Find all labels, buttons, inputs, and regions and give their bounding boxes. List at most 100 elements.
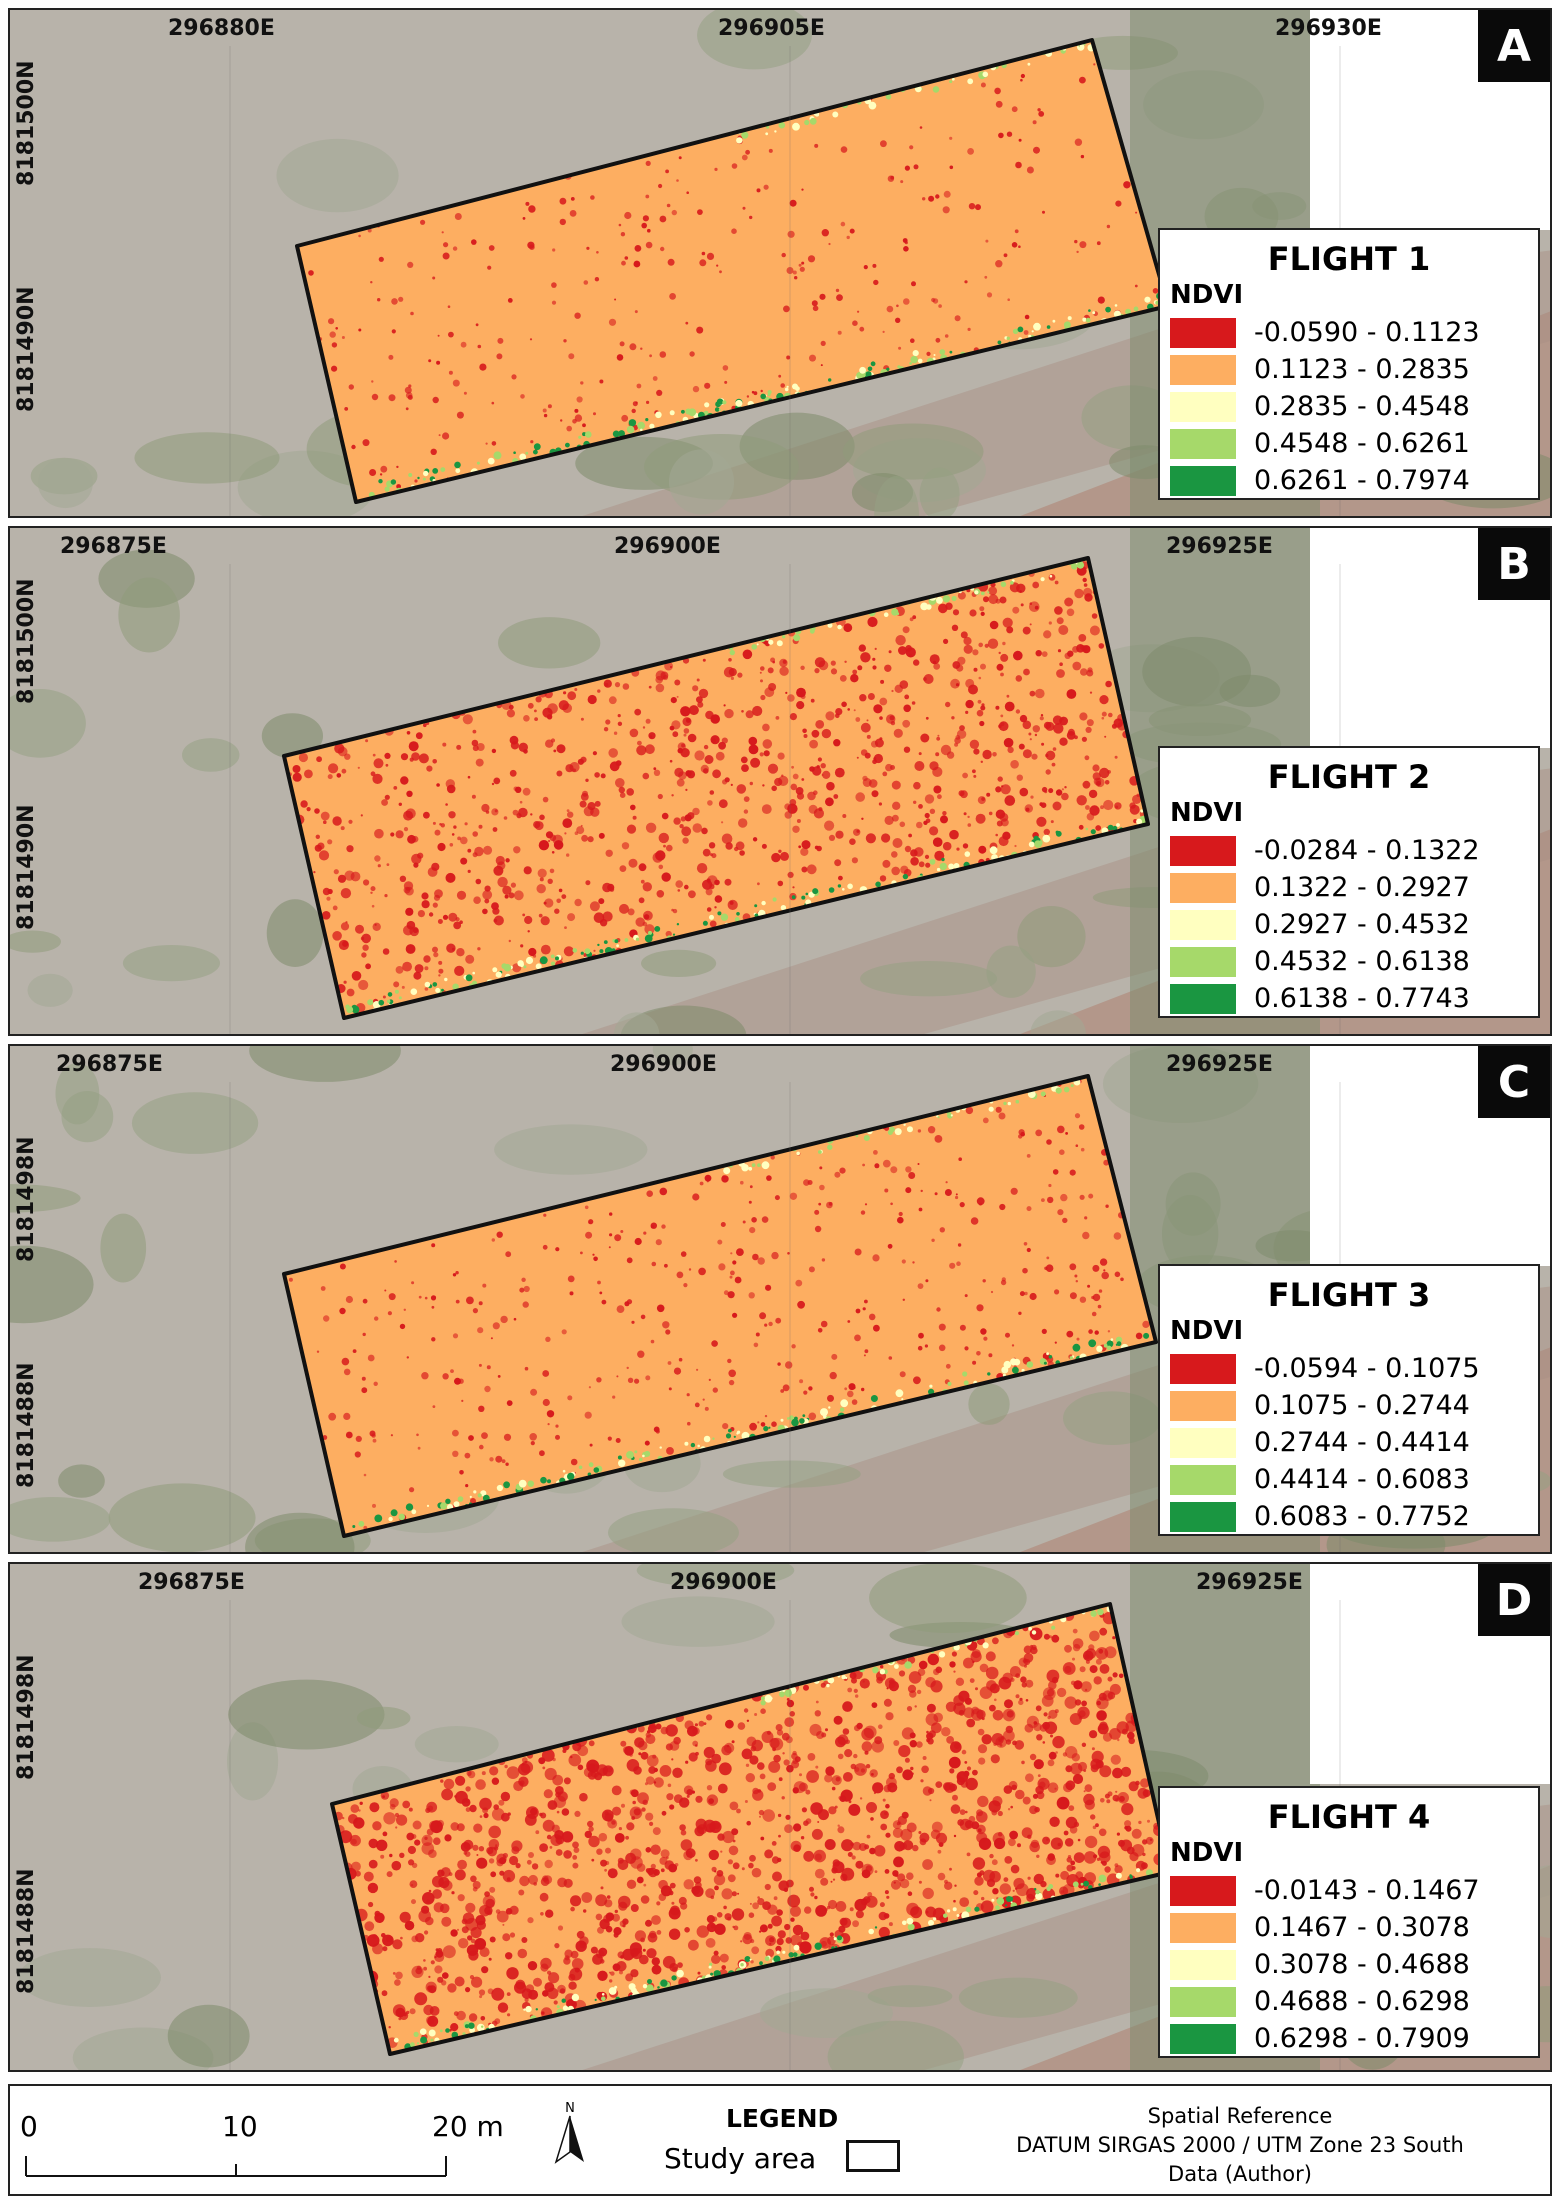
legend-row: 0.1075 - 0.2744 bbox=[1170, 1387, 1528, 1424]
vegetation-patch bbox=[1030, 1010, 1086, 1034]
legend-class-label: 0.4414 - 0.6083 bbox=[1254, 1464, 1470, 1495]
vegetation-patch bbox=[608, 1508, 739, 1552]
vegetation-patch bbox=[58, 1464, 105, 1498]
legend-class-label: 0.4532 - 0.6138 bbox=[1254, 946, 1470, 977]
swatch-yellow bbox=[1170, 391, 1236, 422]
legend-subtitle-b: NDVI bbox=[1170, 798, 1244, 828]
vegetation-patch bbox=[760, 1988, 893, 2038]
legend-row: -0.0143 - 0.1467 bbox=[1170, 1872, 1528, 1909]
vegetation-patch bbox=[182, 738, 240, 772]
spatial-reference-title: Spatial Reference bbox=[1147, 2104, 1333, 2128]
vegetation-patch bbox=[100, 1213, 147, 1283]
study-area-symbol bbox=[846, 2140, 900, 2172]
x-tick-c-2: 296900E bbox=[610, 1052, 717, 1077]
spatial-reference-source: Data (Author) bbox=[1168, 2162, 1312, 2186]
y-tick-d-2: 8181488N bbox=[14, 1868, 39, 1994]
vegetation-patch bbox=[266, 899, 324, 967]
vegetation-patch bbox=[621, 1596, 775, 1647]
y-tick-c-1: 8181498N bbox=[14, 1136, 39, 1262]
vegetation-patch bbox=[10, 930, 61, 953]
swatch-dark-green bbox=[1170, 2023, 1236, 2054]
footer-legend-heading: LEGEND bbox=[726, 2104, 839, 2133]
vegetation-patch bbox=[122, 945, 221, 982]
vegetation-patch bbox=[37, 458, 93, 509]
scale-label-20: 20 m bbox=[432, 2110, 504, 2143]
legend-row: 0.3078 - 0.4688 bbox=[1170, 1946, 1528, 1983]
legend-row: 0.4414 - 0.6083 bbox=[1170, 1461, 1528, 1498]
legend-row: 0.1467 - 0.3078 bbox=[1170, 1909, 1528, 1946]
vegetation-patch bbox=[108, 1483, 256, 1552]
legend-row: 0.2744 - 0.4414 bbox=[1170, 1424, 1528, 1461]
vegetation-patch bbox=[55, 1062, 100, 1125]
legend-c: FLIGHT 3 NDVI -0.0594 - 0.1075 0.1075 - … bbox=[1158, 1264, 1540, 1536]
x-tick-c-3: 296925E bbox=[1166, 1052, 1273, 1077]
legend-row: -0.0590 - 0.1123 bbox=[1170, 314, 1528, 351]
vegetation-patch bbox=[869, 1564, 1027, 1633]
legend-class-label: 0.6083 - 0.7752 bbox=[1254, 1501, 1470, 1532]
y-tick-b-2: 8181490N bbox=[14, 804, 39, 930]
vegetation-patch bbox=[636, 1564, 795, 1588]
swatch-orange bbox=[1170, 354, 1236, 385]
vegetation-patch bbox=[641, 949, 717, 978]
spatial-reference-datum: DATUM SIRGAS 2000 / UTM Zone 23 South bbox=[1016, 2133, 1464, 2157]
swatch-yellow bbox=[1170, 1427, 1236, 1458]
legend-row: -0.0284 - 0.1322 bbox=[1170, 832, 1528, 869]
vegetation-patch bbox=[697, 10, 812, 70]
swatch-dark-green bbox=[1170, 1501, 1236, 1532]
legend-title-d: FLIGHT 4 bbox=[1267, 1798, 1431, 1836]
legend-row: 0.2835 - 0.4548 bbox=[1170, 388, 1528, 425]
y-tick-a-2: 8181490N bbox=[14, 286, 39, 412]
swatch-orange bbox=[1170, 872, 1236, 903]
legend-class-label: 0.3078 - 0.4688 bbox=[1254, 1949, 1470, 1980]
study-area-outline bbox=[282, 1074, 1158, 1538]
north-arrow-icon: N bbox=[554, 2101, 584, 2164]
x-tick-a-1: 296880E bbox=[168, 16, 275, 41]
legend-row: 0.6083 - 0.7752 bbox=[1170, 1498, 1528, 1535]
ndvi-raster bbox=[284, 558, 1148, 1018]
legend-row: 0.6138 - 0.7743 bbox=[1170, 980, 1528, 1017]
scale-bar bbox=[25, 2156, 447, 2177]
legend-class-label: -0.0284 - 0.1322 bbox=[1254, 835, 1480, 866]
panel-letter-b: B bbox=[1478, 528, 1550, 600]
x-tick-d-1: 296875E bbox=[138, 1570, 245, 1595]
vegetation-patch bbox=[668, 449, 735, 515]
x-tick-b-2: 296900E bbox=[614, 534, 721, 559]
swatch-red bbox=[1170, 1875, 1236, 1906]
study-area-label: Study area bbox=[664, 2142, 817, 2175]
y-tick-d-1: 8181498N bbox=[14, 1654, 39, 1780]
swatch-red bbox=[1170, 835, 1236, 866]
map-panel-c: 296875E 296900E 296925E 8181498N 8181488… bbox=[8, 1044, 1552, 1554]
legend-class-label: 0.1467 - 0.3078 bbox=[1254, 1912, 1470, 1943]
map-footer: 0 10 20 m N LEGEND Study area Spatial Re… bbox=[8, 2084, 1552, 2196]
swatch-red bbox=[1170, 317, 1236, 348]
legend-row: 0.6261 - 0.7974 bbox=[1170, 462, 1528, 499]
vegetation-patch bbox=[10, 1245, 94, 1324]
x-tick-b-3: 296925E bbox=[1166, 534, 1273, 559]
vegetation-patch bbox=[968, 1383, 1010, 1425]
swatch-red bbox=[1170, 1353, 1236, 1384]
swatch-light-green bbox=[1170, 946, 1236, 977]
swatch-light-green bbox=[1170, 1464, 1236, 1495]
panel-letter-a: A bbox=[1478, 10, 1550, 82]
map-panel-b: 296875E 296900E 296925E 8181500N 8181490… bbox=[8, 526, 1552, 1036]
vegetation-patch bbox=[134, 432, 280, 484]
vegetation-patch bbox=[10, 1184, 81, 1213]
legend-row: 0.6298 - 0.7909 bbox=[1170, 2020, 1528, 2057]
swatch-light-green bbox=[1170, 1986, 1236, 2017]
legend-class-label: 0.2927 - 0.4532 bbox=[1254, 909, 1470, 940]
legend-row: 0.4688 - 0.6298 bbox=[1170, 1983, 1528, 2020]
vegetation-patch bbox=[261, 713, 324, 759]
vegetation-patch bbox=[27, 973, 73, 1007]
vegetation-patch bbox=[245, 1512, 355, 1552]
legend-subtitle-d: NDVI bbox=[1170, 1838, 1244, 1868]
x-tick-c-1: 296875E bbox=[56, 1052, 163, 1077]
vegetation-patch bbox=[867, 1985, 953, 2008]
swatch-yellow bbox=[1170, 909, 1236, 940]
swatch-light-green bbox=[1170, 428, 1236, 459]
panel-letter-c: C bbox=[1478, 1046, 1550, 1118]
vegetation-patch bbox=[860, 961, 998, 997]
vegetation-patch bbox=[18, 1948, 161, 2007]
vegetation-patch bbox=[276, 138, 399, 213]
legend-class-label: -0.0594 - 0.1075 bbox=[1254, 1353, 1480, 1384]
legend-class-label: 0.1322 - 0.2927 bbox=[1254, 872, 1470, 903]
